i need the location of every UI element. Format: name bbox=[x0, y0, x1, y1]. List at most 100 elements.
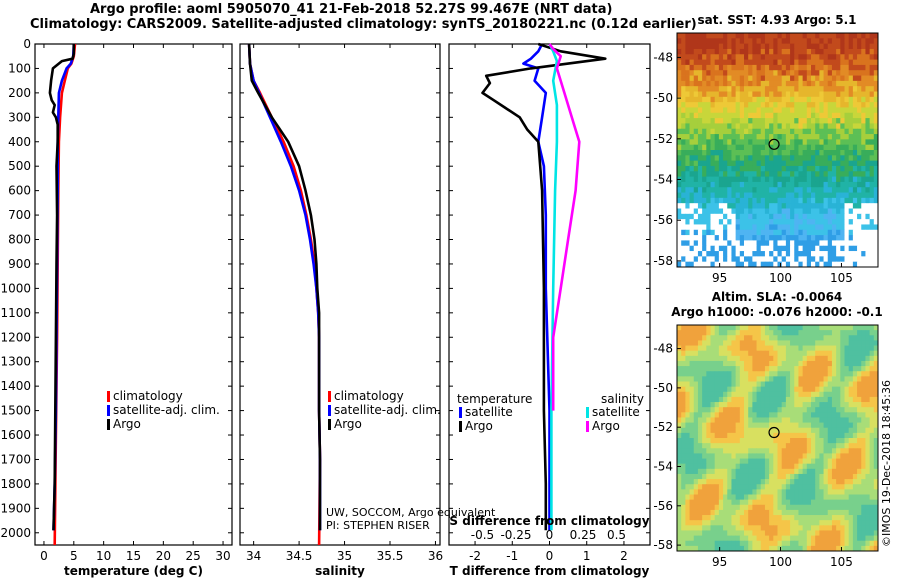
sst-map-cell bbox=[748, 64, 753, 71]
sst-map-cell bbox=[710, 160, 716, 167]
sst-map-cell bbox=[852, 240, 858, 247]
sla-map-cell bbox=[769, 407, 774, 413]
sst-map-cell bbox=[869, 171, 875, 177]
sst-map-cell bbox=[819, 256, 824, 263]
sla-map-cell bbox=[756, 540, 762, 547]
sla-map-cell bbox=[794, 360, 799, 367]
sla-map-cell bbox=[760, 468, 766, 475]
difference-xtick-label: 1 bbox=[583, 549, 591, 563]
sla-map-cell bbox=[840, 458, 845, 465]
sla-map-cell bbox=[718, 330, 724, 336]
sla-map-cell bbox=[677, 484, 682, 490]
sla-map-cell bbox=[693, 504, 699, 511]
sst-map-cell bbox=[836, 107, 841, 114]
sla-map-cell bbox=[735, 432, 741, 439]
sla-map-cell bbox=[785, 376, 791, 382]
sla-map-cell bbox=[702, 468, 707, 475]
sst-map-cell bbox=[840, 251, 845, 257]
sla-map-cell bbox=[718, 432, 724, 439]
sla-map-cell bbox=[802, 473, 808, 480]
sst-map-cell bbox=[710, 80, 716, 87]
sst-map-cell bbox=[702, 256, 707, 263]
sst-map-cell bbox=[836, 208, 841, 215]
sst-map-cell bbox=[815, 150, 820, 156]
sst-map-cell bbox=[790, 144, 795, 151]
sla-map-cell bbox=[752, 325, 757, 331]
sst-map-cell bbox=[806, 118, 812, 124]
sla-map-cell bbox=[840, 504, 845, 511]
sst-map-cell bbox=[756, 80, 762, 87]
sst-map-cell bbox=[723, 224, 728, 231]
difference-legend-left-swatch bbox=[459, 407, 462, 418]
sla-map-cell bbox=[769, 489, 774, 495]
sst-map-cell bbox=[836, 96, 841, 103]
sst-map-cell bbox=[794, 203, 799, 209]
sst-map-cell bbox=[785, 48, 791, 55]
sst-map-cell bbox=[819, 197, 824, 204]
sla-map-cell bbox=[823, 530, 829, 536]
sst-map-cell bbox=[714, 240, 720, 247]
sst-map-cell bbox=[764, 54, 770, 60]
sla-map-cell bbox=[857, 458, 862, 465]
sla-map-cell bbox=[744, 515, 749, 521]
sst-map-cell bbox=[798, 70, 804, 76]
sst-map-cell bbox=[790, 229, 795, 236]
sst-map-cell bbox=[769, 245, 774, 252]
sla-map-cell bbox=[815, 376, 820, 382]
sst-map-cell bbox=[852, 165, 858, 172]
sla-map-cell bbox=[815, 371, 820, 377]
sst-map-cell bbox=[802, 33, 808, 39]
sla-map-cell bbox=[681, 509, 686, 516]
sla-map-cell bbox=[718, 412, 724, 418]
sst-map-cell bbox=[785, 208, 791, 215]
sla-map-cell bbox=[681, 530, 686, 536]
sst-map-cell bbox=[693, 144, 699, 151]
sst-map-cell bbox=[790, 224, 795, 231]
sla-map-cell bbox=[865, 530, 871, 536]
sla-map-cell bbox=[739, 427, 745, 434]
sla-map-cell bbox=[697, 504, 703, 511]
sst-map-cell bbox=[693, 134, 699, 140]
sst-map-cell bbox=[823, 213, 829, 220]
sla-map-cell bbox=[769, 468, 774, 475]
sst-map-cell bbox=[760, 80, 766, 87]
sst-map-cell bbox=[744, 86, 749, 92]
sla-map-cell bbox=[702, 422, 707, 429]
sla-map-cell bbox=[836, 499, 841, 506]
sst-map-cell bbox=[861, 48, 866, 55]
sst-map-cell bbox=[798, 261, 804, 268]
sst-map-cell bbox=[756, 118, 762, 124]
sst-map-cell bbox=[781, 245, 787, 252]
sla-map-cell bbox=[769, 443, 774, 449]
sst-map-cell bbox=[777, 219, 783, 225]
sst-map-cell bbox=[752, 112, 757, 119]
sla-map-cell bbox=[748, 458, 753, 465]
sla-map-cell bbox=[706, 509, 711, 516]
sla-map-cell bbox=[748, 360, 753, 367]
sst-map-cell bbox=[744, 176, 749, 183]
sst-map-cell bbox=[815, 134, 820, 140]
sla-map-cell bbox=[764, 530, 770, 536]
sla-map-cell bbox=[852, 340, 858, 346]
sst-map-cell bbox=[840, 245, 845, 252]
sst-map-cell bbox=[706, 75, 711, 82]
sst-map-cell bbox=[677, 43, 682, 50]
sla-map-cell bbox=[781, 473, 787, 480]
sla-map-cell bbox=[790, 479, 795, 485]
sst-map-cell bbox=[702, 219, 707, 225]
sla-map-cell bbox=[777, 438, 783, 444]
sst-map-cell bbox=[681, 118, 686, 124]
sst-map-cell bbox=[861, 75, 866, 82]
sla-map-cell bbox=[831, 417, 837, 423]
sst-map-cell bbox=[827, 134, 833, 140]
sla-map-cell bbox=[689, 325, 695, 331]
sst-map-cell bbox=[760, 139, 766, 146]
sst-map-cell bbox=[857, 102, 862, 108]
sst-map-cell bbox=[857, 64, 862, 71]
sla-map-cell bbox=[785, 545, 791, 552]
sla-map-cell bbox=[831, 402, 837, 408]
sst-map-cell bbox=[844, 70, 850, 76]
sla-map-cell bbox=[697, 545, 703, 552]
sla-map-cell bbox=[794, 335, 799, 341]
temperature-panel: 0100200300400500600700800900100011001200… bbox=[0, 37, 233, 578]
